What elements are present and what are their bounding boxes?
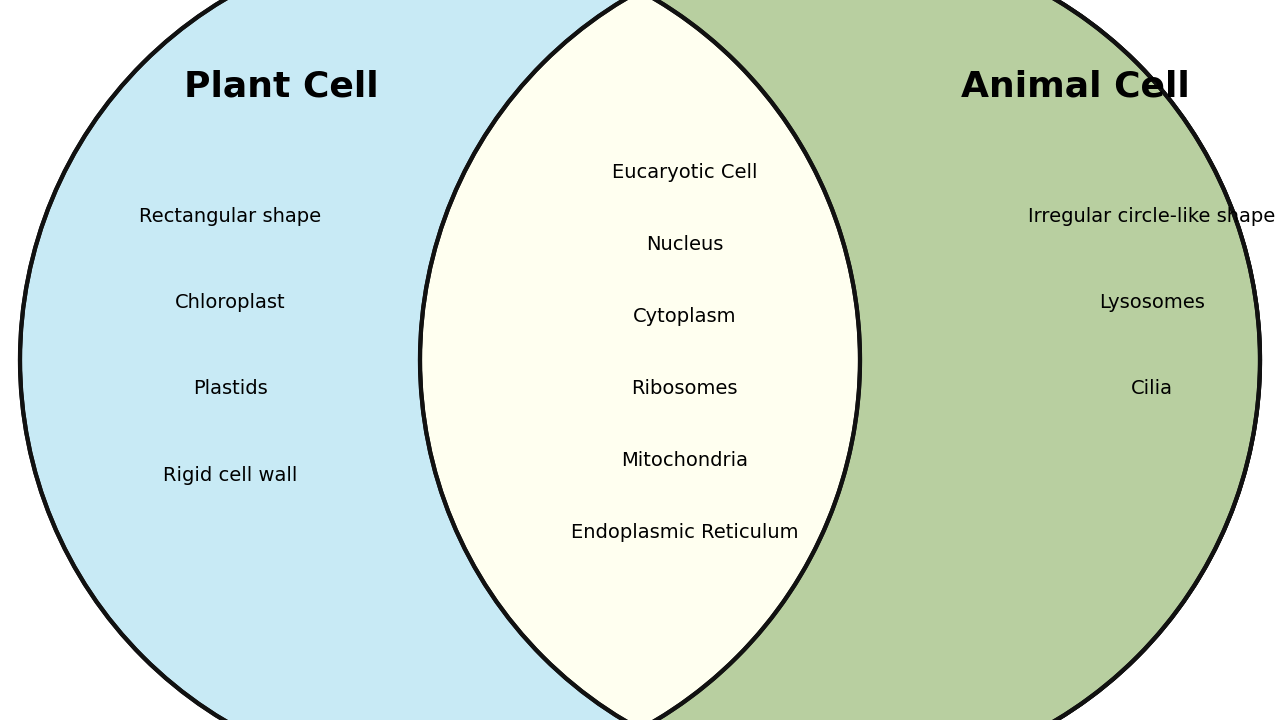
Polygon shape bbox=[640, 0, 1260, 720]
Text: Rectangular shape: Rectangular shape bbox=[140, 207, 321, 225]
Text: Ribosomes: Ribosomes bbox=[631, 379, 739, 398]
Circle shape bbox=[420, 0, 1260, 720]
Text: Animal Cell: Animal Cell bbox=[961, 69, 1189, 104]
Text: Plastids: Plastids bbox=[193, 379, 268, 398]
Circle shape bbox=[20, 0, 860, 720]
Text: Chloroplast: Chloroplast bbox=[175, 293, 285, 312]
Text: Eucaryotic Cell: Eucaryotic Cell bbox=[612, 163, 758, 182]
Text: Rigid cell wall: Rigid cell wall bbox=[164, 466, 297, 485]
Text: Plant Cell: Plant Cell bbox=[184, 69, 379, 104]
Text: Cilia: Cilia bbox=[1132, 379, 1172, 398]
Text: Nucleus: Nucleus bbox=[646, 235, 723, 254]
Text: Lysosomes: Lysosomes bbox=[1100, 293, 1204, 312]
Text: Mitochondria: Mitochondria bbox=[621, 451, 749, 470]
Text: Endoplasmic Reticulum: Endoplasmic Reticulum bbox=[571, 523, 799, 542]
Text: Cytoplasm: Cytoplasm bbox=[634, 307, 736, 326]
Text: Irregular circle-like shape: Irregular circle-like shape bbox=[1028, 207, 1276, 225]
